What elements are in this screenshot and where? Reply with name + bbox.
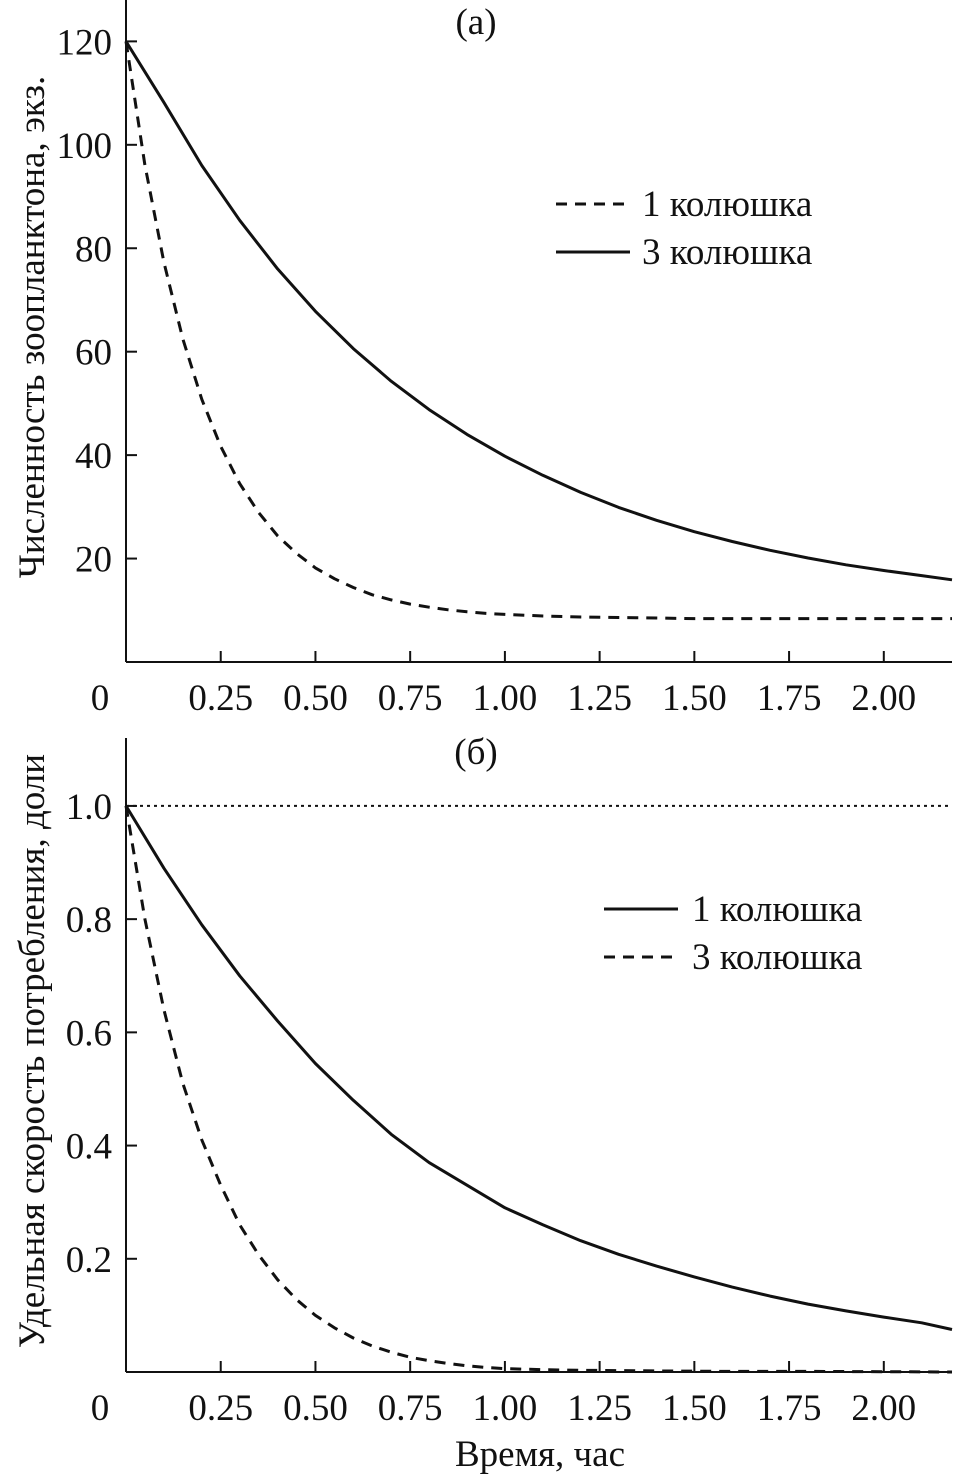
- series-line-1: [124, 41, 952, 621]
- origin-label: 0: [91, 1388, 110, 1429]
- series-line-1: [124, 805, 953, 1331]
- x-tick-label: 2.00: [851, 1388, 916, 1429]
- x-tick-label: 0.75: [378, 1388, 443, 1429]
- y-tick-label: 60: [75, 333, 112, 374]
- x-tick-label: 1.25: [567, 678, 632, 719]
- x-axis-title: Время, час: [455, 1434, 625, 1475]
- x-tick-label: 1.00: [473, 1388, 538, 1429]
- y-tick-label: 0.8: [66, 900, 112, 941]
- y-axis-title: Удельная скорость потребления, доли: [12, 754, 53, 1348]
- x-tick-label: 1.50: [662, 1388, 727, 1429]
- y-tick-label: 40: [75, 436, 112, 477]
- y-tick-label: 0.4: [66, 1127, 112, 1168]
- legend-label-2: 3 колюшка: [642, 232, 812, 273]
- x-tick-label: 1.25: [567, 1388, 632, 1429]
- y-axis-title: Численность зоопланктона, экз.: [12, 76, 53, 578]
- series-line-2: [124, 40, 953, 582]
- legend-label-1: 1 колюшка: [692, 889, 862, 930]
- origin-label: 0: [91, 678, 110, 719]
- panel-label: (б): [454, 732, 497, 773]
- x-tick-label: 0.25: [188, 678, 253, 719]
- y-tick-label: 80: [75, 229, 112, 270]
- series-line-2: [124, 805, 953, 1374]
- x-tick-label: 0.50: [283, 1388, 348, 1429]
- y-tick-label: 20: [75, 540, 112, 581]
- x-tick-label: 0.25: [188, 1388, 253, 1429]
- x-tick-label: 0.75: [378, 678, 443, 719]
- x-tick-label: 0.50: [283, 678, 348, 719]
- legend-label-1: 1 колюшка: [642, 184, 812, 225]
- y-tick-label: 1.0: [66, 787, 112, 828]
- x-tick-label: 1.50: [662, 678, 727, 719]
- x-tick-label: 2.00: [851, 678, 916, 719]
- x-tick-label: 1.75: [757, 1388, 822, 1429]
- y-tick-label: 100: [57, 126, 113, 167]
- x-tick-label: 1.75: [757, 678, 822, 719]
- y-tick-label: 0.6: [66, 1013, 112, 1054]
- chart-panel-a: 0.25 0.50 0.75 1.00 1.25 1.50 1.75 2.00 20 40 60 80…: [12, 0, 953, 719]
- legend-label-2: 3 колюшка: [692, 937, 862, 978]
- x-tick-label: 1.00: [473, 678, 538, 719]
- y-tick-label: 120: [57, 22, 113, 63]
- y-tick-label: 0.2: [66, 1240, 112, 1281]
- chart-panel-b: 0.25 0.50 0.75 1.00 1.25 1.50 1.75 2.000.20.40.…: [12, 732, 953, 1475]
- panel-label: (а): [455, 2, 496, 43]
